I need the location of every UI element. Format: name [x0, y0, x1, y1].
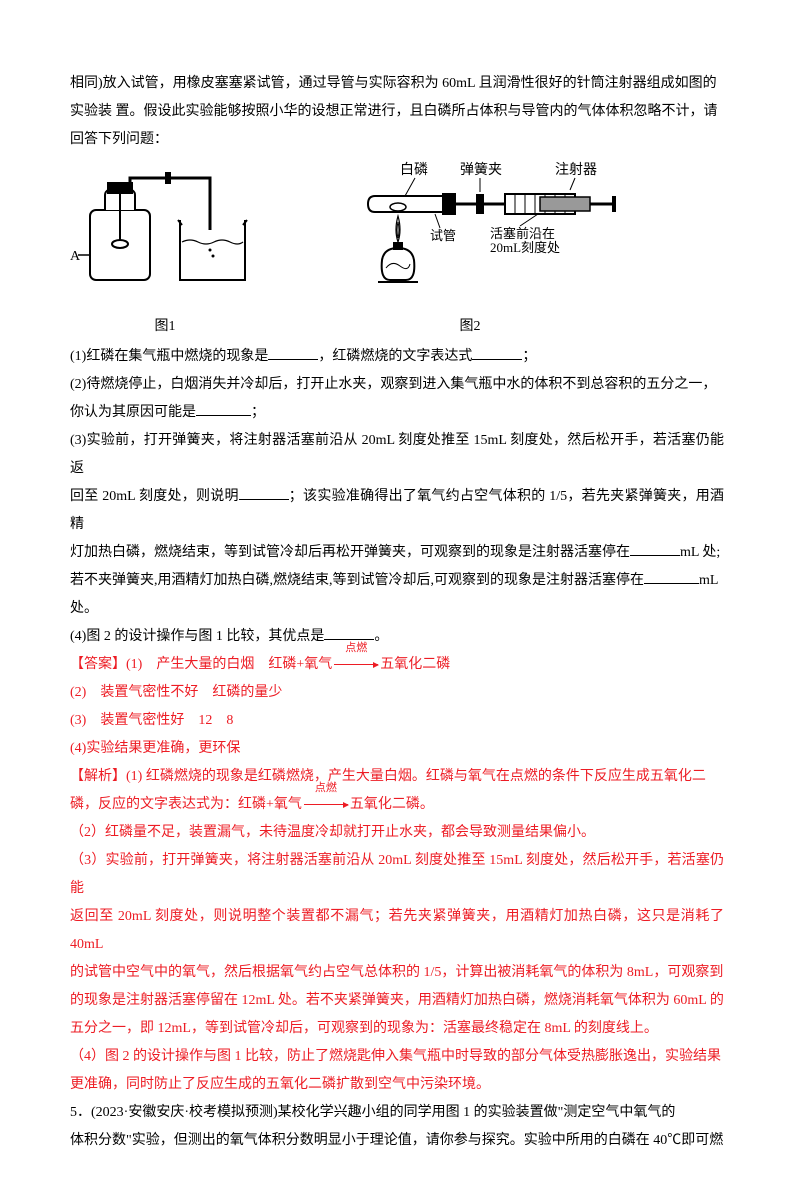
figure-1: A 图1 — [70, 170, 260, 341]
answers-3: (3) 装置气密性好 12 8 — [70, 707, 724, 735]
figure-1-caption: 图1 — [70, 313, 260, 341]
q2-b: 你认为其原因可能是 — [70, 405, 196, 420]
explain-4a: （4）图 2 的设计操作与图 1 比较，防止了燃烧匙伸入集气瓶中时导致的部分气体… — [70, 1043, 724, 1071]
exp-p1a: (1) 红磷燃烧的现象是红磷燃烧，产生大量白烟。红磷与氧气在点燃的条件下反应生成… — [126, 769, 706, 784]
q1: (1)红磷在集气瓶中燃烧的现象是 ，红磷燃烧的文字表达式 ； — [70, 343, 724, 371]
ans-head: 【答案】 — [70, 657, 126, 672]
q4-a: (4)图 2 的设计操作与图 1 比较，其优点是 — [70, 629, 324, 644]
ans3-r3: 8 — [226, 713, 233, 728]
q3-f: 若不夹弹簧夹,用酒精灯加热白磷,燃烧结束,等到试管冷却后,可观察到的现象是注射器… — [70, 573, 644, 588]
ans1-arrow: 点燃 — [332, 651, 380, 679]
q2-c: ； — [251, 405, 265, 420]
ans3-r2: 12 — [198, 713, 212, 728]
exp-p1b: 磷，反应的文字表达式为：红磷+氧气 — [70, 797, 302, 812]
q2-line2: 你认为其原因可能是 ； — [70, 399, 724, 427]
intro-line3: 回答下列问题： — [70, 126, 724, 154]
figure-2-caption: 图2 — [320, 313, 620, 341]
ans2-a: (2) — [70, 685, 86, 700]
answers-2: (2) 装置气密性不好 红磷的量少 — [70, 679, 724, 707]
ans1-eq-right: 五氧化二磷 — [380, 657, 450, 672]
q3-g: mL — [699, 573, 718, 588]
ans1-a: (1) — [126, 657, 142, 672]
exp-head: 【解析】 — [70, 769, 126, 784]
ans2-r2: 红磷的量少 — [212, 685, 282, 700]
explain-4b: 更准确，同时防止了反应生成的五氧化二磷扩散到空气中污染环境。 — [70, 1071, 724, 1099]
q3-blank1[interactable] — [239, 485, 289, 500]
q3-d: 灯加热白磷，燃烧结束，等到试管冷却后再松开弹簧夹，可观察到的现象是注射器活塞停在 — [70, 545, 630, 560]
fig2-note2: 20mL刻度处 — [490, 240, 560, 255]
q2-blank[interactable] — [196, 401, 251, 416]
ans2-r1: 装置气密性不好 — [100, 685, 198, 700]
figure-1-svg: A — [70, 170, 260, 300]
q3-blank3[interactable] — [644, 569, 699, 584]
fig2-label-clip: 弹簧夹 — [460, 162, 502, 178]
q4: (4)图 2 的设计操作与图 1 比较，其优点是。 — [70, 623, 724, 651]
q1-blank1[interactable] — [268, 345, 318, 360]
fig2-label-baip: 白磷 — [400, 162, 428, 178]
q1-c: ； — [522, 349, 536, 364]
q3-line2: 回至 20mL 刻度处，则说明；该实验准确得出了氧气约占空气体积的 1/5，若先… — [70, 483, 724, 539]
explain-1a: 【解析】(1) 红磷燃烧的现象是红磷燃烧，产生大量白烟。红磷与氧气在点燃的条件下… — [70, 763, 724, 791]
explain-3a: （3）实验前，打开弹簧夹，将注射器活塞前沿从 20mL 刻度处推至 15mL 刻… — [70, 847, 724, 903]
explain-1b: 磷，反应的文字表达式为：红磷+氧气点燃五氧化二磷。 — [70, 791, 724, 819]
figure-2-svg: 白磷 弹簧夹 注射器 — [320, 160, 620, 300]
figure-2: 白磷 弹簧夹 注射器 — [320, 160, 620, 341]
intro-line2: 实验装 置。假设此实验能够按照小华的设想正常进行，且白磷所占体积与导管内的气体体… — [70, 98, 724, 126]
q3-e: mL 处; — [680, 545, 720, 560]
q3-blank2[interactable] — [630, 541, 680, 556]
exp-p1c: 五氧化二磷。 — [350, 797, 434, 812]
ans1-cond: 点燃 — [332, 637, 380, 659]
q3-b: 回至 20mL 刻度处，则说明 — [70, 489, 239, 504]
explain-3c: 的试管中空气中的氧气，然后根据氧气约占空气总体积的 1/5，计算出被消耗氧气的体… — [70, 959, 724, 987]
q3-line4: 若不夹弹簧夹,用酒精灯加热白磷,燃烧结束,等到试管冷却后,可观察到的现象是注射器… — [70, 567, 724, 595]
q2-line1: (2)待燃烧停止，白烟消失并冷却后，打开止水夹，观察到进入集气瓶中水的体积不到总… — [70, 371, 724, 399]
ans1-phen: 产生大量的白烟 — [156, 657, 254, 672]
q1-blank2[interactable] — [472, 345, 522, 360]
explain-2: （2）红磷量不足，装置漏气，未待温度冷却就打开止水夹，都会导致测量结果偏小。 — [70, 819, 724, 847]
explain-3b: 返回至 20mL 刻度处，则说明整个装置都不漏气；若先夹紧弹簧夹，用酒精灯加热白… — [70, 903, 724, 959]
explain-3d: 的现象是注射器活塞停留在 12mL 处。若不夹紧弹簧夹，用酒精灯加热白磷，燃烧消… — [70, 987, 724, 1015]
q3-line5: 处。 — [70, 595, 724, 623]
answers-4: (4)实验结果更准确，更环保 — [70, 735, 724, 763]
q1-b: ，红磷燃烧的文字表达式 — [318, 349, 472, 364]
ans3-a: (3) — [70, 713, 86, 728]
page: 相同)放入试管，用橡皮塞塞紧试管，通过导管与实际容积为 60mL 且润滑性很好的… — [0, 0, 794, 1195]
explain-3e: 五分之一，即 12mL，等到试管冷却后，可观察到的现象为：活塞最终稳定在 8mL… — [70, 1015, 724, 1043]
answers: 【答案】(1) 产生大量的白烟 红磷+氧气点燃五氧化二磷 — [70, 651, 724, 679]
next-b: 体积分数"实验，但测出的氧气体积分数明显小于理论值，请你参与探究。实验中所用的白… — [70, 1127, 724, 1155]
figure-row: A 图1 — [70, 160, 724, 341]
q3-line1: (3)实验前，打开弹簧夹，将注射器活塞前沿从 20mL 刻度处推至 15mL 刻… — [70, 427, 724, 483]
fig2-label-syringe: 注射器 — [555, 162, 597, 178]
ans3-r1: 装置气密性好 — [100, 713, 184, 728]
ans1-eq-left: 红磷+氧气 — [268, 657, 332, 672]
fig2-note1: 活塞前沿在 — [490, 226, 555, 241]
fig1-label-A: A — [70, 249, 81, 264]
exp-arrow: 点燃 — [302, 791, 350, 819]
exp-cond: 点燃 — [302, 777, 350, 799]
fig2-label-tube: 试管 — [430, 228, 456, 243]
q3-line3: 灯加热白磷，燃烧结束，等到试管冷却后再松开弹簧夹，可观察到的现象是注射器活塞停在… — [70, 539, 724, 567]
q1-a: (1)红磷在集气瓶中燃烧的现象是 — [70, 349, 268, 364]
intro-line1: 相同)放入试管，用橡皮塞塞紧试管，通过导管与实际容积为 60mL 且润滑性很好的… — [70, 70, 724, 98]
